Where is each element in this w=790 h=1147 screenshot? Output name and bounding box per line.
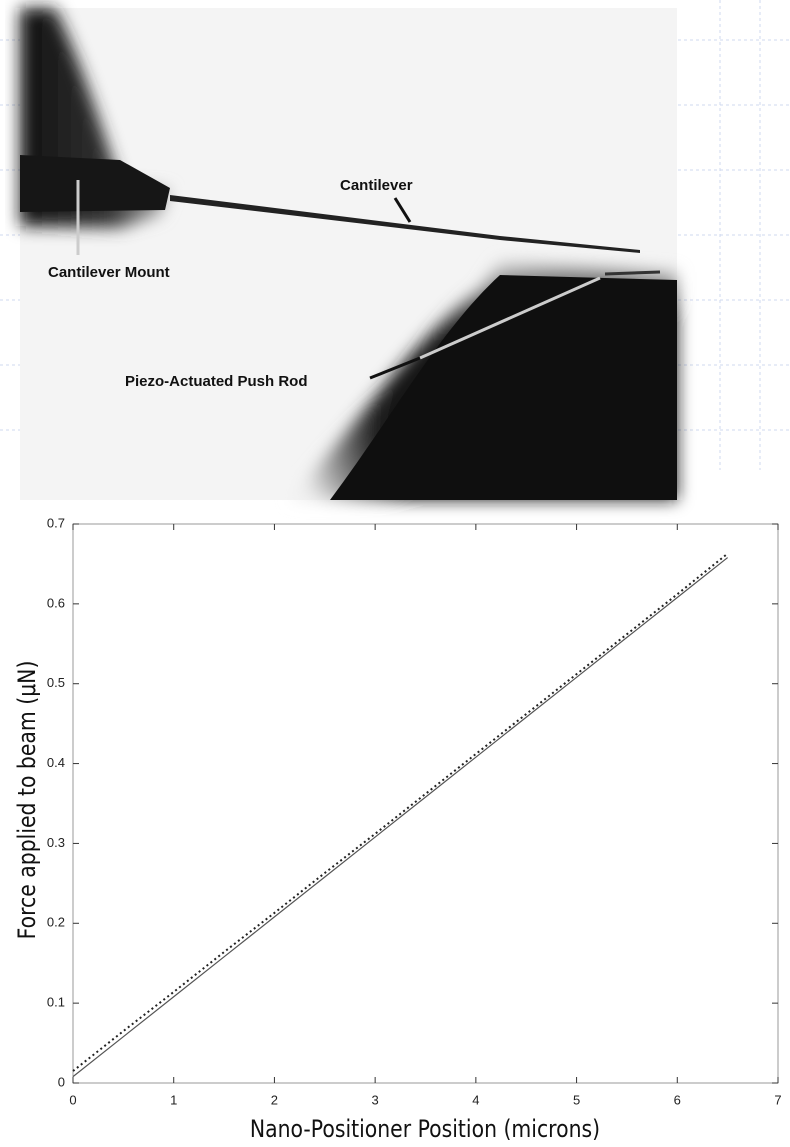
x-tick-label: 6 <box>674 1092 681 1107</box>
x-tick-label: 7 <box>774 1092 781 1107</box>
y-tick-label: 0.7 <box>47 515 65 530</box>
x-axis-title: Nano-Positioner Position (microns) <box>250 1115 600 1143</box>
photo-label: Piezo-Actuated Push Rod <box>125 373 308 390</box>
x-tick-label: 2 <box>271 1092 278 1107</box>
y-tick-label: 0.3 <box>47 835 65 850</box>
x-tick-label: 5 <box>573 1092 580 1107</box>
x-tick-label: 1 <box>170 1092 177 1107</box>
plot: Nano-Positioner Position (microns) Force… <box>13 515 781 1143</box>
plot-frame <box>73 524 778 1083</box>
photo-label: Cantilever <box>340 177 413 194</box>
x-tick-label: 3 <box>372 1092 379 1107</box>
y-tick-label: 0.5 <box>47 675 65 690</box>
y-tick-label: 0.2 <box>47 915 65 930</box>
photo-label: Cantilever Mount <box>48 264 170 281</box>
figure: Cantilever Cantilever Mount Piezo-Actuat… <box>0 0 790 1147</box>
page: Cantilever Cantilever Mount Piezo-Actuat… <box>0 0 790 1147</box>
y-tick-label: 0.1 <box>47 995 65 1010</box>
x-tick-label: 4 <box>472 1092 479 1107</box>
y-tick-label: 0.4 <box>47 755 65 770</box>
y-axis-title: Force applied to beam (μN) <box>13 661 41 940</box>
data-line <box>73 554 728 1071</box>
y-tick-label: 0.6 <box>47 595 65 610</box>
y-tick-label: 0 <box>58 1074 65 1089</box>
data-line <box>73 558 728 1077</box>
x-tick-label: 0 <box>69 1092 76 1107</box>
micrograph: Cantilever Cantilever Mount Piezo-Actuat… <box>20 8 677 500</box>
